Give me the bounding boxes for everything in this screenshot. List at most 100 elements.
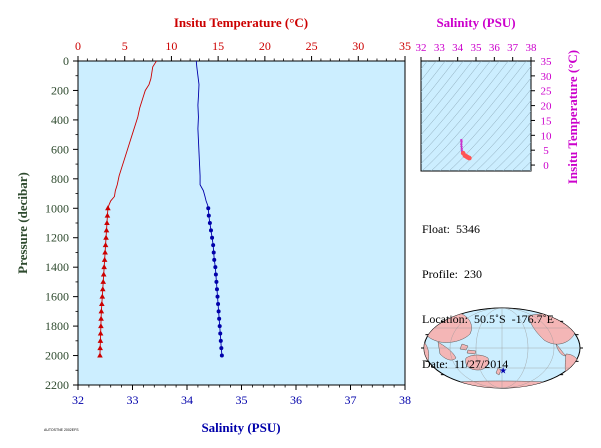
pressure-tick-label: 2000 <box>45 349 69 363</box>
temperature-point <box>103 227 110 233</box>
salinity-point <box>219 346 224 351</box>
ts-temperature-tick-label: 20 <box>541 101 553 113</box>
pressure-tick-label: 800 <box>51 172 69 186</box>
pressure-tick-label: 0 <box>63 54 69 68</box>
float-value: 5346 <box>456 222 481 236</box>
salinity-point <box>213 265 218 270</box>
temperature-point <box>99 293 106 299</box>
salinity-point <box>215 294 220 299</box>
temperature-tick-label: 0 <box>75 39 81 53</box>
temperature-point <box>98 308 105 314</box>
location-label: Location: <box>422 312 468 326</box>
density-contour <box>421 61 509 164</box>
ts-point <box>467 155 472 161</box>
profile-plot-area <box>77 60 406 386</box>
temperature-point <box>103 234 109 240</box>
ts-temperature-tick-label: 25 <box>541 86 553 98</box>
temperature-point <box>97 352 103 358</box>
temperature-point <box>102 242 109 248</box>
salinity-point <box>216 309 221 314</box>
salinity-point <box>212 257 217 262</box>
ts-temperature-tick-label: 10 <box>541 130 553 142</box>
salinity-point <box>217 316 222 321</box>
ts-temperature-tick-label: 0 <box>543 160 549 172</box>
salinity-point <box>206 213 211 218</box>
salinity-tick-label: 34 <box>181 393 193 407</box>
profile-series <box>97 60 224 358</box>
salinity-point <box>217 324 222 329</box>
ts-temperature-ticks: 0 5 10 15 20 25 30 35 <box>531 56 552 172</box>
pressure-tick-label: 1800 <box>45 319 69 333</box>
temperature-tick-label: 25 <box>306 39 318 53</box>
temperature-point <box>104 220 110 225</box>
ts-temperature-tick-label: 35 <box>541 56 553 68</box>
pressure-axis-title: Pressure (decibar) <box>15 172 30 274</box>
salinity-point <box>208 228 213 233</box>
float-row: Float: 5346 <box>422 222 554 237</box>
density-contour <box>484 121 531 171</box>
salinity-point <box>213 272 218 277</box>
ts-point <box>460 147 463 151</box>
temperature-point <box>98 323 104 329</box>
density-contour <box>421 61 491 146</box>
ts-salinity-tick-label: 38 <box>526 42 538 54</box>
temperature-point <box>101 264 107 270</box>
density-contour <box>448 77 531 171</box>
date-value: 11/27/2014 <box>454 357 509 371</box>
pressure-tick-label: 200 <box>51 83 69 97</box>
ts-point <box>460 143 463 146</box>
date-label: Date: <box>422 357 448 371</box>
temperature-point <box>97 337 104 343</box>
temperature-tick-label: 15 <box>212 39 224 53</box>
ts-salinity-title: Salinity (PSU) <box>436 15 515 30</box>
pressure-tick-label: 2200 <box>45 378 69 392</box>
salinity-point <box>207 221 212 225</box>
salinity-point <box>206 206 211 211</box>
salinity-point <box>214 279 219 284</box>
density-contour <box>421 61 482 136</box>
ts-salinity-tick-label: 32 <box>416 42 427 54</box>
temperature-axis-title: Insitu Temperature (°C) <box>174 15 308 30</box>
temperature-point <box>97 345 103 351</box>
density-contour <box>527 31 601 181</box>
temperature-point <box>98 315 104 321</box>
ts-salinity-tick-label: 37 <box>507 42 519 54</box>
ts-salinity-tick-label: 33 <box>434 42 446 54</box>
salinity-point <box>218 331 223 336</box>
density-contour <box>457 88 531 171</box>
ts-density-contours <box>421 31 601 181</box>
map-ticks <box>421 320 583 376</box>
location-row: Location: 50.5˚S -176.7˚E <box>422 312 554 327</box>
temperature-axis-ticks: 0 5 10 15 20 25 30 35 <box>75 39 411 61</box>
temperature-tick-label: 35 <box>399 39 411 53</box>
salinity-axis-ticks: 32 33 34 35 36 37 38 <box>72 385 411 407</box>
ts-plot-area <box>420 60 532 172</box>
salinity-point <box>210 235 215 240</box>
ts-salinity-tick-label: 35 <box>471 42 483 54</box>
salinity-point <box>216 302 221 306</box>
temperature-tick-label: 30 <box>352 39 364 53</box>
salinity-tick-label: 37 <box>345 393 357 407</box>
profile-value: 230 <box>464 267 482 281</box>
temperature-tick-label: 5 <box>122 39 128 53</box>
salinity-point <box>219 353 224 358</box>
temperature-point <box>99 301 105 306</box>
ts-series <box>460 138 472 161</box>
profile-row: Profile: 230 <box>422 267 554 282</box>
pressure-tick-label: 1000 <box>45 201 69 215</box>
salinity-tick-label: 36 <box>290 393 302 407</box>
density-contour <box>421 61 500 155</box>
salinity-tick-label: 35 <box>236 393 248 407</box>
date-row: Date: 11/27/2014 <box>422 357 554 372</box>
salinity-tick-label: 33 <box>127 393 139 407</box>
ts-point <box>460 140 463 144</box>
profile-chart: 0 5 10 15 20 25 30 35 32 33 34 35 36 37 38 0 200 400 600… <box>15 15 411 435</box>
ts-diagram: 32 33 34 35 36 37 38 0 5 10 15 20 25 30 35 Salinity (… <box>416 15 601 184</box>
ts-salinity-tick-label: 34 <box>452 42 464 54</box>
pressure-tick-label: 1200 <box>45 231 69 245</box>
temperature-tick-label: 10 <box>165 39 177 53</box>
temperature-tick-label: 20 <box>259 39 271 53</box>
salinity-tick-label: 32 <box>72 393 84 407</box>
pressure-tick-label: 600 <box>51 142 69 156</box>
